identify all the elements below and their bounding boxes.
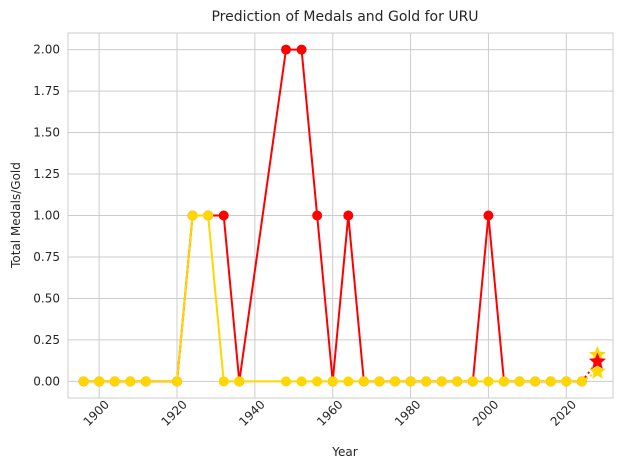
data-point-gold: [421, 376, 432, 387]
data-point-total: [296, 44, 307, 55]
prediction-star-total: [588, 352, 606, 369]
data-point-gold: [499, 376, 509, 387]
y-tick-label: 2.00: [33, 43, 60, 57]
series-gold: [78, 210, 598, 387]
y-tick-label: 0.00: [33, 374, 60, 388]
y-tick-label: 0.75: [33, 250, 60, 264]
data-point-gold: [545, 376, 556, 387]
prediction-star-gold: [588, 362, 606, 379]
y-axis-label: Total Medals/Gold: [9, 162, 23, 269]
y-tick-label: 0.25: [33, 333, 60, 347]
data-point-gold: [312, 376, 323, 387]
data-point-gold: [296, 376, 307, 387]
data-point-gold: [218, 376, 229, 387]
data-point-gold: [109, 376, 120, 387]
data-point-gold: [94, 376, 105, 387]
y-axis-ticks: 0.00 0.25 0.50 0.75 1.00 1.25 1.50 1.75 2.00: [33, 43, 60, 389]
data-point-gold: [172, 376, 182, 387]
data-point-gold: [514, 376, 525, 387]
data-point-total: [312, 210, 323, 221]
data-point-gold: [343, 376, 354, 387]
data-point-gold: [530, 376, 541, 387]
plot-border: [67, 32, 614, 399]
chart-title: Prediction of Medals and Gold for URU: [211, 9, 478, 25]
data-point-total: [343, 210, 354, 221]
y-tick-label: 1.00: [33, 209, 60, 223]
data-point-gold: [390, 376, 400, 387]
plot-frame: [67, 32, 614, 399]
data-point-gold: [374, 376, 385, 387]
data-point-gold: [483, 376, 494, 387]
y-tick-label: 1.75: [33, 84, 60, 98]
series-layer: [78, 44, 606, 387]
data-point-gold: [140, 376, 151, 387]
data-point-gold: [203, 210, 214, 221]
data-point-gold: [358, 376, 369, 387]
data-point-gold: [78, 376, 89, 387]
data-point-gold: [561, 376, 572, 387]
data-point-gold: [125, 376, 136, 387]
data-point-gold: [405, 376, 416, 387]
data-point-gold: [452, 376, 463, 387]
data-point-total: [218, 210, 229, 221]
y-tick-label: 1.50: [33, 126, 60, 140]
data-point-gold: [327, 376, 338, 387]
data-point-gold: [281, 376, 291, 387]
data-point-gold: [187, 210, 198, 221]
data-point-total: [483, 210, 494, 221]
y-tick-label: 0.50: [33, 291, 60, 305]
y-tick-label: 1.25: [33, 167, 60, 181]
x-axis-label: Year: [331, 445, 357, 459]
data-point-gold: [234, 376, 245, 387]
data-point-total: [281, 44, 291, 55]
data-point-gold: [436, 376, 447, 387]
data-point-gold: [467, 376, 478, 387]
